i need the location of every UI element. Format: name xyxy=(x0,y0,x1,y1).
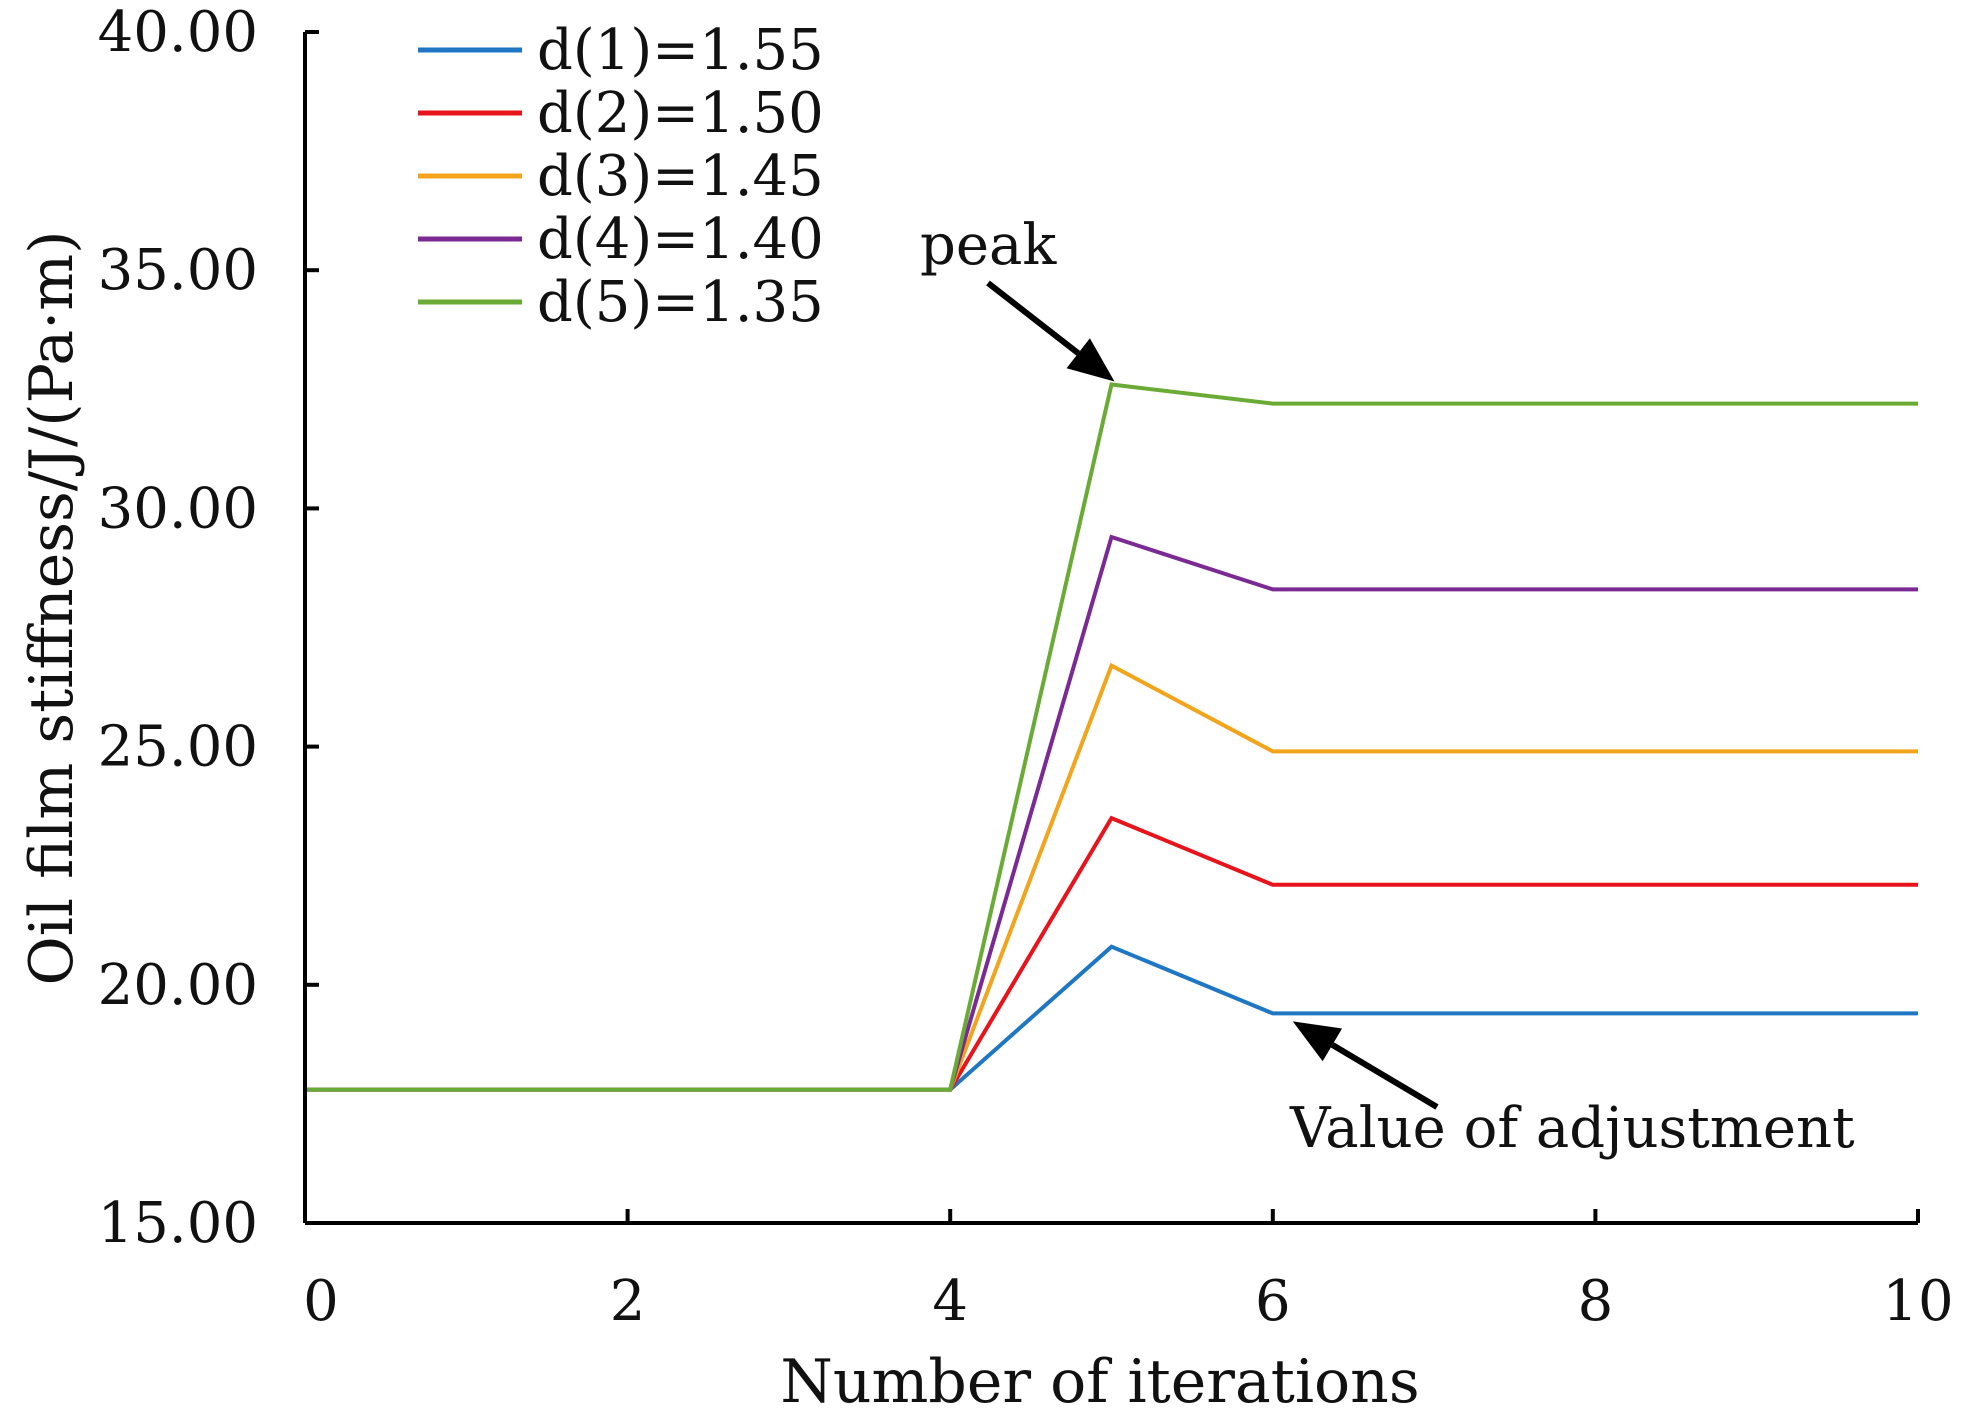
ticks-layer: 15.00 20.00 25.00 30.00 35.00 40.00 0 2 4 6 8 10 xyxy=(98,0,1954,1334)
y-axis-title: Oil film stiffness/J/(Pa·m) xyxy=(17,231,87,986)
peak-label: peak xyxy=(920,213,1057,278)
adjustment-arrow-shaft xyxy=(1330,1042,1439,1110)
series-layer xyxy=(305,382,1918,1092)
x-tick-label: 4 xyxy=(932,1269,968,1334)
legend: d(1)=1.55d(2)=1.50d(3)=1.45d(4)=1.40d(5)… xyxy=(418,18,824,335)
x-tick-label: 10 xyxy=(1882,1269,1953,1334)
peak-arrow-head xyxy=(1066,338,1115,382)
series-line-5 xyxy=(305,382,1918,1092)
adjustment-label: Value of adjustment xyxy=(1289,1096,1855,1161)
series-line-4 xyxy=(305,534,1918,1092)
x-tick-label: 0 xyxy=(303,1269,339,1334)
x-tick-label: 8 xyxy=(1578,1269,1614,1334)
y-tick-label: 25.00 xyxy=(98,715,258,780)
legend-label-1: d(1)=1.55 xyxy=(537,18,824,83)
y-tick-label: 30.00 xyxy=(98,476,258,541)
y-tick-label: 15.00 xyxy=(98,1191,258,1256)
legend-label-2: d(2)=1.50 xyxy=(537,81,824,146)
annotations: peak Value of adjustment xyxy=(920,213,1855,1161)
y-tick-label: 20.00 xyxy=(98,953,258,1018)
legend-label-4: d(4)=1.40 xyxy=(537,207,824,272)
x-axis-title: Number of iterations xyxy=(780,1347,1419,1410)
series-line-1 xyxy=(305,944,1918,1092)
axes-layer xyxy=(303,32,1918,1225)
legend-label-5: d(5)=1.35 xyxy=(537,270,824,335)
y-tick-label: 40.00 xyxy=(98,0,258,65)
peak-arrow-shaft xyxy=(986,280,1081,356)
series-line-3 xyxy=(305,662,1918,1092)
adjustment-arrow-head xyxy=(1292,1021,1343,1062)
series-line-2 xyxy=(305,815,1918,1092)
x-tick-label: 2 xyxy=(610,1269,646,1334)
x-tick-label: 6 xyxy=(1255,1269,1291,1334)
legend-label-3: d(3)=1.45 xyxy=(537,144,824,209)
y-tick-label: 35.00 xyxy=(98,238,258,303)
